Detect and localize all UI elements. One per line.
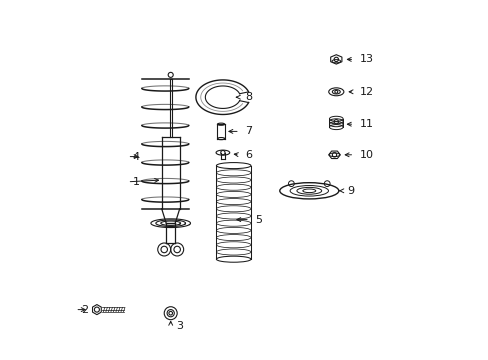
Text: 5: 5 xyxy=(255,215,262,225)
Text: 11: 11 xyxy=(359,119,373,129)
Text: 9: 9 xyxy=(346,186,353,196)
Text: 8: 8 xyxy=(244,92,252,102)
Text: 4: 4 xyxy=(133,152,140,162)
Text: 7: 7 xyxy=(244,126,252,136)
Text: 10: 10 xyxy=(359,150,373,160)
Text: 12: 12 xyxy=(359,87,373,97)
Text: 6: 6 xyxy=(244,150,252,160)
Text: 1: 1 xyxy=(133,177,140,187)
Text: 2: 2 xyxy=(81,305,88,315)
Text: 3: 3 xyxy=(176,321,183,331)
Text: 13: 13 xyxy=(359,54,373,64)
